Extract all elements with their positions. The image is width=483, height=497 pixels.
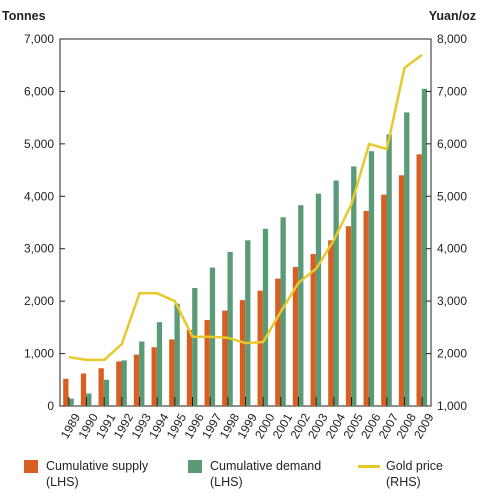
bar-demand-1999 xyxy=(245,240,251,406)
y-left-tick-label: 6,000 xyxy=(24,84,54,98)
bar-supply-1991 xyxy=(98,368,104,406)
bar-supply-1993 xyxy=(133,354,140,406)
bar-demand-1998 xyxy=(227,251,233,406)
y-left-tick-label: 0 xyxy=(47,399,54,413)
bar-supply-1990 xyxy=(80,373,87,406)
y-right-tick-label: 5,000 xyxy=(437,189,467,203)
bar-supply-2007 xyxy=(381,194,387,406)
y-left-tick-label: 5,000 xyxy=(24,137,54,151)
y-right-tick-label: 1,000 xyxy=(437,399,467,413)
legend-label-price: Gold price xyxy=(386,459,443,473)
legend-sub-demand: (LHS) xyxy=(210,475,243,489)
y-right-tick-label: 2,000 xyxy=(437,347,467,361)
bar-demand-1989 xyxy=(68,398,74,406)
bar-demand-2004 xyxy=(333,180,339,406)
bar-supply-1996 xyxy=(186,329,193,406)
legend-swatch-supply xyxy=(24,460,38,473)
bar-supply-2009 xyxy=(416,154,422,406)
bar-supply-1992 xyxy=(116,361,122,406)
legend-sub-supply: (LHS) xyxy=(46,475,79,489)
right-axis-title: Yuan/oz xyxy=(429,9,476,23)
bar-demand-1991 xyxy=(103,379,110,406)
bar-supply-2003 xyxy=(310,253,316,406)
bar-layer xyxy=(63,88,428,407)
left-axis-title: Tonnes xyxy=(2,9,46,23)
axes: 1989199019911992199319941995199619971998… xyxy=(24,32,467,441)
y-left-tick-label: 4,000 xyxy=(24,189,54,203)
bar-demand-1995 xyxy=(174,303,180,406)
y-left-tick-label: 1,000 xyxy=(24,347,54,361)
legend-swatch-price xyxy=(358,465,380,468)
bar-supply-2006 xyxy=(363,210,369,406)
bar-supply-1999 xyxy=(239,300,246,406)
bar-demand-2007 xyxy=(386,134,392,407)
bar-supply-1998 xyxy=(222,310,228,406)
legend-label-demand: Cumulative demand xyxy=(210,459,322,473)
bar-demand-2003 xyxy=(315,193,322,406)
y-right-tick-label: 7,000 xyxy=(437,84,467,98)
line-layer xyxy=(68,53,423,362)
bar-supply-2005 xyxy=(345,226,352,406)
y-left-tick-label: 2,000 xyxy=(24,294,54,308)
bar-supply-2001 xyxy=(275,278,281,406)
bar-demand-1990 xyxy=(86,393,92,406)
y-right-tick-label: 4,000 xyxy=(437,242,467,256)
bar-supply-1989 xyxy=(63,378,69,406)
bar-demand-2000 xyxy=(262,228,269,406)
legend-sub-price: (RHS) xyxy=(386,475,421,489)
y-right-tick-label: 8,000 xyxy=(437,32,467,46)
bar-demand-2006 xyxy=(368,151,375,406)
bar-supply-2004 xyxy=(328,240,334,406)
bar-supply-1995 xyxy=(169,339,175,406)
legend-label-supply: Cumulative supply xyxy=(46,459,149,473)
bar-supply-1994 xyxy=(151,347,157,406)
y-right-tick-label: 6,000 xyxy=(437,137,467,151)
bar-demand-1992 xyxy=(121,360,127,406)
y-left-tick-label: 3,000 xyxy=(24,242,54,256)
bar-demand-2001 xyxy=(280,217,286,406)
y-right-tick-label: 3,000 xyxy=(437,294,467,308)
legend-swatch-demand xyxy=(188,460,202,473)
bar-demand-1994 xyxy=(156,322,163,406)
y-left-tick-label: 7,000 xyxy=(24,32,54,46)
bar-supply-2008 xyxy=(398,175,405,406)
bar-supply-1997 xyxy=(204,320,210,406)
bar-demand-2008 xyxy=(404,112,410,407)
bar-supply-2000 xyxy=(257,290,263,406)
bar-demand-2005 xyxy=(351,166,357,406)
bar-demand-2002 xyxy=(298,205,304,406)
bar-demand-2009 xyxy=(421,88,428,407)
bar-demand-1993 xyxy=(139,341,145,406)
line-gold-price xyxy=(68,53,423,362)
bar-supply-2002 xyxy=(292,267,299,406)
x-tick-label: 2009 xyxy=(411,411,437,441)
bar-demand-1996 xyxy=(192,288,198,406)
